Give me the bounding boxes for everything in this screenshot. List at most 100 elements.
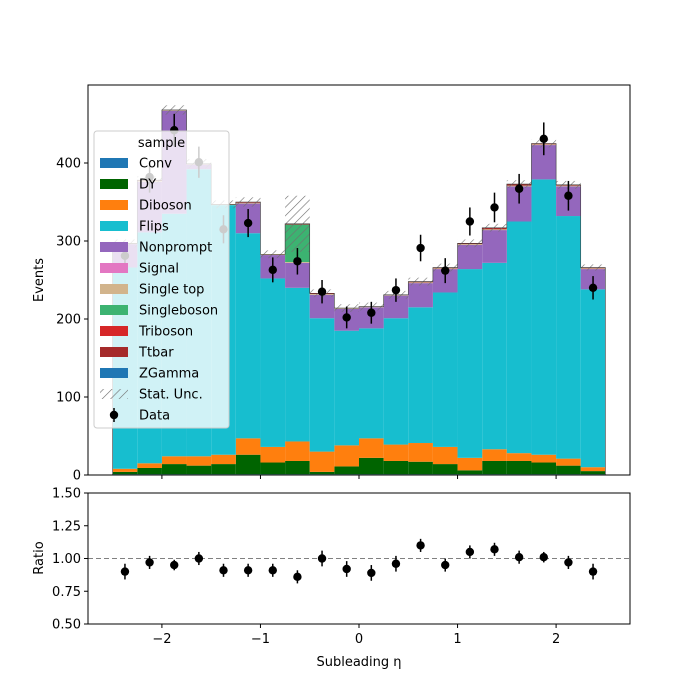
bar-diboson [383,444,409,461]
legend-label: Conv [139,157,172,172]
legend-label: Ttbar [138,346,174,361]
bar-diboson [482,449,507,461]
ratio-y-tick-label: 1.25 [52,519,81,534]
y-tick-label: 0 [73,469,81,484]
bar-flips [580,289,606,468]
ratio-point [588,567,598,576]
data-point [588,283,598,292]
legend-swatch [100,347,128,357]
bar-dy [186,465,212,475]
legend-swatch [100,368,128,378]
bar-dy [112,471,138,475]
ratio-point [120,567,130,576]
bar-dy [334,466,359,475]
legend-swatch [100,263,128,273]
ratio-point [514,552,524,562]
bar-diboson [506,453,532,461]
bar-diboson [334,445,359,467]
bar-flips [408,307,433,444]
data-point [243,218,253,228]
ratio-point [367,568,376,578]
legend-label: Triboson [138,325,193,340]
ratio-point [490,545,499,554]
ratio-point [170,560,179,570]
bar-flips [506,221,532,454]
ratio-point [145,558,154,567]
ratio-point [416,541,425,550]
bar-dy [408,461,433,475]
y-axis-label: Events [32,258,47,302]
data-point [490,203,499,212]
bar-dy [260,462,286,475]
bar-nonprompt [457,244,483,270]
data-point [416,243,425,253]
y-tick-label: 100 [56,391,81,406]
bar-flips [285,287,310,442]
bar-dy [359,457,384,475]
bar-diboson [432,446,458,465]
legend-swatch [100,242,128,252]
legend-swatch [100,200,128,210]
bar-flips [432,292,458,447]
bar-flips [260,278,286,447]
x-tick-label: −1 [251,632,270,647]
legend: sample Conv DY Diboson Flips Nonprompt Signal S… [93,130,230,429]
bar-dy [235,454,261,475]
bar-dy [506,460,532,475]
bar-diboson [137,463,162,468]
bar-dy [211,464,236,475]
bar-dy [531,462,557,475]
bar-diboson [211,454,236,465]
ratio-point [564,558,573,567]
data-point [342,313,351,322]
legend-label: Data [139,409,170,424]
bar-flips [359,328,384,439]
x-tick-label: 1 [453,632,461,647]
legend-label: Stat. Unc. [139,388,203,403]
legend-label: DY [139,178,156,193]
data-point [268,265,277,275]
ratio-point [391,559,401,568]
data-point [514,184,524,193]
bar-diboson [556,458,581,466]
ratio-point [317,554,327,563]
bar-flips [457,269,483,458]
bar-diboson [186,456,212,466]
bar-diboson [580,467,606,472]
data-point [441,266,450,275]
bar-flips [531,179,557,455]
x-tick-label: −2 [152,632,171,647]
ratio-point [342,564,351,574]
bar-nonprompt [482,230,507,263]
data-point [564,191,573,200]
data-point [293,257,302,266]
bar-dy [580,471,606,475]
bar-diboson [408,443,433,462]
ratio-y-axis-label: Ratio [32,541,47,574]
legend-label: Signal [139,262,179,277]
legend-swatch [100,284,128,294]
ratio-point [465,547,475,557]
bar-diboson [285,441,310,461]
bar-dy [432,464,458,475]
ratio-point [268,566,277,575]
bar-flips [383,318,409,445]
ratio-y-tick-label: 0.50 [52,618,81,633]
legend-marker [109,410,119,420]
ratio-point [539,552,548,562]
bar-diboson [161,456,187,465]
bar-flips [482,262,507,450]
legend-title: sample [138,136,185,151]
legend-swatch [100,158,128,168]
bar-flips [309,318,335,452]
ratio-y-tick-label: 0.75 [52,585,81,600]
bar-dy [457,470,483,475]
x-axis-label: Subleading η [316,655,401,670]
legend-label: Singleboson [139,304,218,319]
bar-dy [161,464,187,475]
data-point [317,287,327,296]
legend-box [93,130,230,429]
data-point [539,134,548,144]
bar-dy [285,460,310,475]
bar-diboson [457,457,483,471]
